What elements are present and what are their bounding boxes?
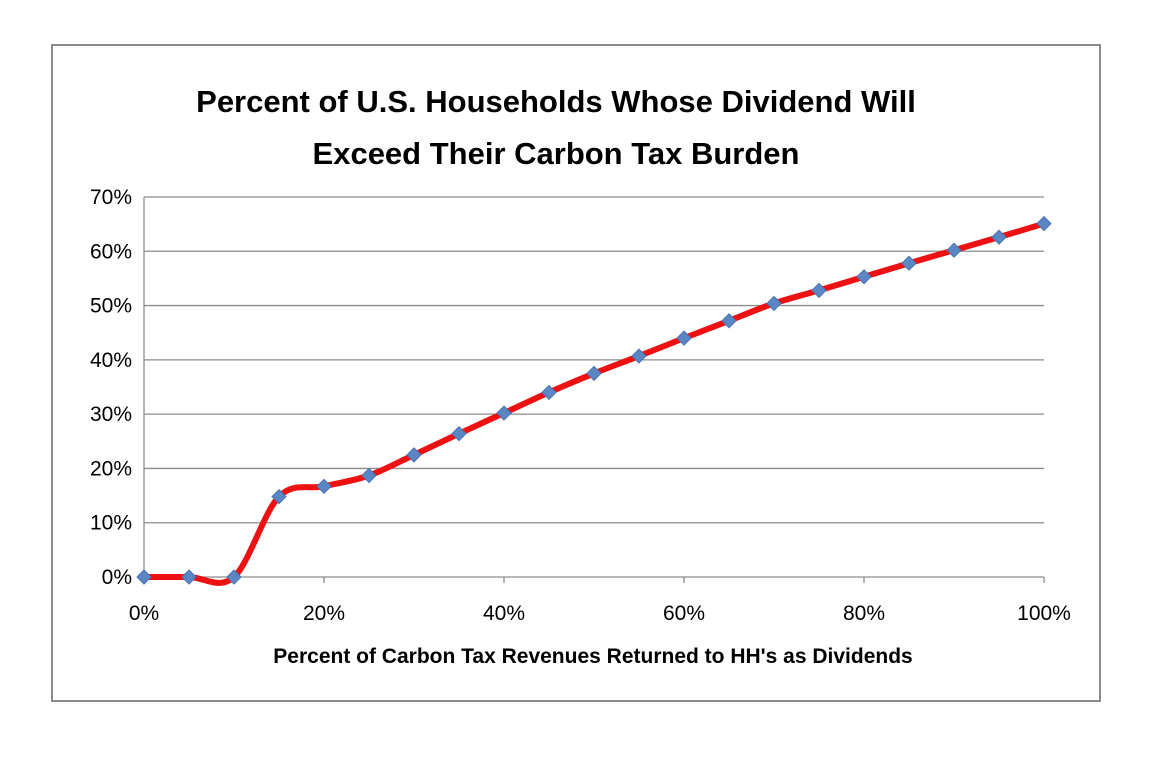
chart-frame: Percent of U.S. Households Whose Dividen… <box>51 44 1101 702</box>
data-point <box>676 330 692 346</box>
data-point <box>586 365 602 382</box>
chart-title-line-1: Percent of U.S. Households Whose Dividen… <box>196 84 916 119</box>
data-point <box>136 569 152 585</box>
line-chart: Percent of U.S. Households Whose Dividen… <box>90 84 1071 668</box>
x-tick-label: 80% <box>843 602 885 625</box>
data-point <box>451 425 467 442</box>
data-point <box>811 282 827 299</box>
y-tick-label: 0% <box>102 566 132 589</box>
data-point <box>271 488 287 505</box>
data-point <box>406 447 422 463</box>
data-point <box>316 478 332 495</box>
y-tick-label: 70% <box>90 186 132 209</box>
y-axis-ticks: 0% 10% 20% 30% 40% 50% 60% 70% <box>90 186 132 589</box>
data-point <box>946 242 962 258</box>
x-axis-label: Percent of Carbon Tax Revenues Returned … <box>273 645 912 668</box>
data-point <box>226 569 242 585</box>
x-tick-label: 0% <box>129 602 159 625</box>
y-tick-label: 40% <box>90 349 132 372</box>
data-point <box>631 348 647 364</box>
data-point <box>766 295 782 312</box>
data-point <box>901 255 917 271</box>
y-tick-label: 30% <box>90 403 132 426</box>
series-layer <box>136 215 1052 586</box>
x-tick-label: 20% <box>303 602 345 625</box>
series-line <box>141 220 1047 586</box>
data-point <box>721 313 737 329</box>
x-tick-label: 60% <box>663 602 705 625</box>
data-point <box>181 569 197 585</box>
y-tick-label: 60% <box>90 240 132 263</box>
y-tick-label: 50% <box>90 295 132 318</box>
x-tick-label: 40% <box>483 602 525 625</box>
chart-title-line-2: Exceed Their Carbon Tax Burden <box>313 136 800 171</box>
x-tick-label: 100% <box>1017 602 1071 625</box>
y-tick-label: 20% <box>90 457 132 480</box>
x-axis-ticks: 0% 20% 40% 60% 80% 100% <box>129 602 1071 625</box>
data-point <box>856 269 872 285</box>
data-point <box>541 384 557 401</box>
data-point <box>496 405 512 421</box>
data-point <box>361 467 377 484</box>
data-point <box>991 229 1007 245</box>
y-tick-label: 10% <box>90 512 132 535</box>
data-point <box>1036 215 1052 232</box>
gridlines <box>143 196 1045 583</box>
